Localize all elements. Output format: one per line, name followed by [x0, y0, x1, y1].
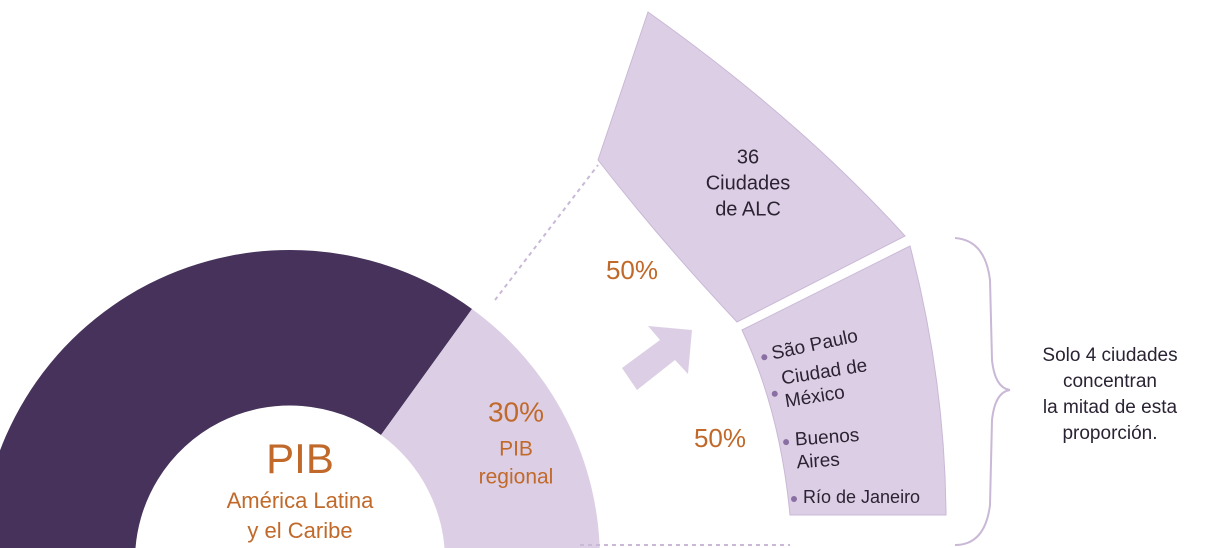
fan-lower: [741, 245, 947, 516]
share-upper: 50%: [606, 255, 658, 285]
slice-value: 30%: [488, 396, 544, 427]
arrow: [622, 326, 692, 390]
fan-upper: [597, 11, 906, 323]
note: la mitad de esta: [1043, 397, 1178, 418]
note: proporción.: [1062, 423, 1157, 444]
bullet: [783, 439, 790, 446]
connector: [494, 164, 599, 301]
brace: [954, 237, 1011, 546]
city-name: Buenos: [794, 425, 860, 450]
donut-rest: [0, 250, 472, 548]
upper-label: 36: [737, 146, 759, 168]
city-name: Aires: [796, 449, 841, 473]
bullet: [761, 354, 768, 361]
donut-slice: [381, 309, 600, 548]
upper-label: Ciudades: [706, 172, 791, 194]
bullet: [771, 390, 778, 397]
city: Buenos Aires: [783, 425, 860, 473]
note: Solo 4 ciudades: [1042, 345, 1177, 366]
donut-title: PIB: [266, 435, 334, 482]
city-name: Río de Janeiro: [803, 487, 920, 507]
bullet: [791, 496, 797, 502]
note: concentran: [1063, 371, 1157, 392]
share-lower: 50%: [694, 423, 746, 453]
slice-label: PIB: [499, 438, 533, 461]
donut-subtitle: y el Caribe: [247, 518, 352, 543]
slice-label: regional: [479, 466, 554, 489]
donut-subtitle: América Latina: [227, 488, 375, 513]
upper-label: de ALC: [715, 198, 781, 220]
